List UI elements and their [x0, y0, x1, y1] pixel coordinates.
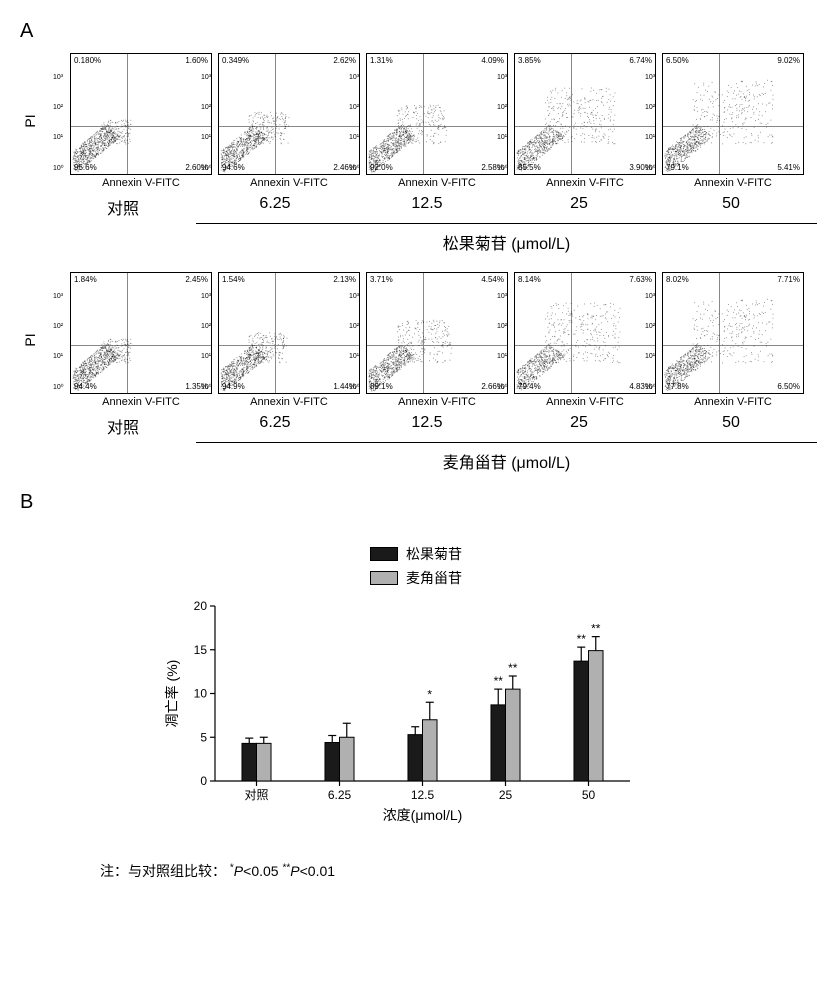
bar-legend: 松果菊苷 麦角甾苷 — [370, 544, 680, 588]
annexin-axis-label: Annexin V-FITC — [250, 396, 328, 408]
dose-label-row-1: 对照6.2512.52550 — [50, 191, 817, 219]
scatter-plot: 1.84%2.45%94.4%1.35%10⁰10¹10²10³ — [70, 272, 212, 394]
dose-label: 对照 — [50, 414, 196, 438]
scatter-plot: 0.180%1.60%95.6%2.60%10⁰10¹10²10³ — [70, 53, 212, 175]
annexin-axis-label: Annexin V-FITC — [102, 396, 180, 408]
pi-axis-label: PI — [22, 111, 38, 131]
dose-label: 25 — [506, 414, 652, 438]
legend-swatch-2 — [370, 571, 398, 585]
bar-chart: 05101520凋亡率 (%)对照6.2512.5*25****50****浓度… — [160, 596, 640, 826]
scatter-row-compound1: 0.180%1.60%95.6%2.60%10⁰10¹10²10³ Annexin… — [70, 53, 804, 189]
panel-b-label: B — [20, 491, 817, 514]
dose-label: 50 — [658, 195, 804, 219]
legend-label-1: 松果菊苷 — [406, 544, 462, 564]
compound2-name: 麦角甾苷 (μmol/L) — [196, 449, 817, 473]
pi-axis-label-2: PI — [22, 330, 38, 350]
legend-label-2: 麦角甾苷 — [406, 568, 462, 588]
annexin-axis-label: Annexin V-FITC — [546, 396, 624, 408]
annexin-axis-label: Annexin V-FITC — [546, 177, 624, 189]
legend-swatch-1 — [370, 547, 398, 561]
bar-chart-section: 松果菊苷 麦角甾苷 05101520凋亡率 (%)对照6.2512.5*25**… — [160, 544, 680, 831]
panel-a-label: A — [20, 20, 817, 43]
scatter-plot: 1.54%2.13%94.9%1.44%10⁰10¹10²10³ — [218, 272, 360, 394]
dose-label: 50 — [658, 414, 804, 438]
scatter-plot: 3.85%6.74%85.5%3.90%10⁰10¹10²10³ — [514, 53, 656, 175]
scatter-plot: 8.02%7.71%77.8%6.50%10⁰10¹10²10³ — [662, 272, 804, 394]
annexin-axis-label: Annexin V-FITC — [694, 177, 772, 189]
dose-label: 12.5 — [354, 195, 500, 219]
annexin-axis-label: Annexin V-FITC — [694, 396, 772, 408]
scatter-row-compound2: 1.84%2.45%94.4%1.35%10⁰10¹10²10³ Annexin … — [70, 272, 804, 408]
dose-label: 25 — [506, 195, 652, 219]
scatter-plot: 6.50%9.02%79.1%5.41%10⁰10¹10²10³ — [662, 53, 804, 175]
dose-label: 6.25 — [202, 414, 348, 438]
annexin-axis-label: Annexin V-FITC — [250, 177, 328, 189]
annexin-axis-label: Annexin V-FITC — [102, 177, 180, 189]
annexin-axis-label: Annexin V-FITC — [398, 177, 476, 189]
compound1-name: 松果菊苷 (μmol/L) — [196, 230, 817, 254]
dose-label-row-2: 对照6.2512.52550 — [50, 410, 817, 438]
dose-label: 6.25 — [202, 195, 348, 219]
dose-label: 12.5 — [354, 414, 500, 438]
footnote: 注：与对照组比较： *P<0.05 **P<0.01 — [100, 861, 817, 881]
scatter-plot: 8.14%7.63%79.4%4.83%10⁰10¹10²10³ — [514, 272, 656, 394]
dose-label: 对照 — [50, 195, 196, 219]
scatter-plot: 0.349%2.62%94.6%2.46%10⁰10¹10²10³ — [218, 53, 360, 175]
scatter-plot: 3.71%4.54%89.1%2.66%10⁰10¹10²10³ — [366, 272, 508, 394]
scatter-plot: 1.31%4.09%92.0%2.58%10⁰10¹10²10³ — [366, 53, 508, 175]
annexin-axis-label: Annexin V-FITC — [398, 396, 476, 408]
